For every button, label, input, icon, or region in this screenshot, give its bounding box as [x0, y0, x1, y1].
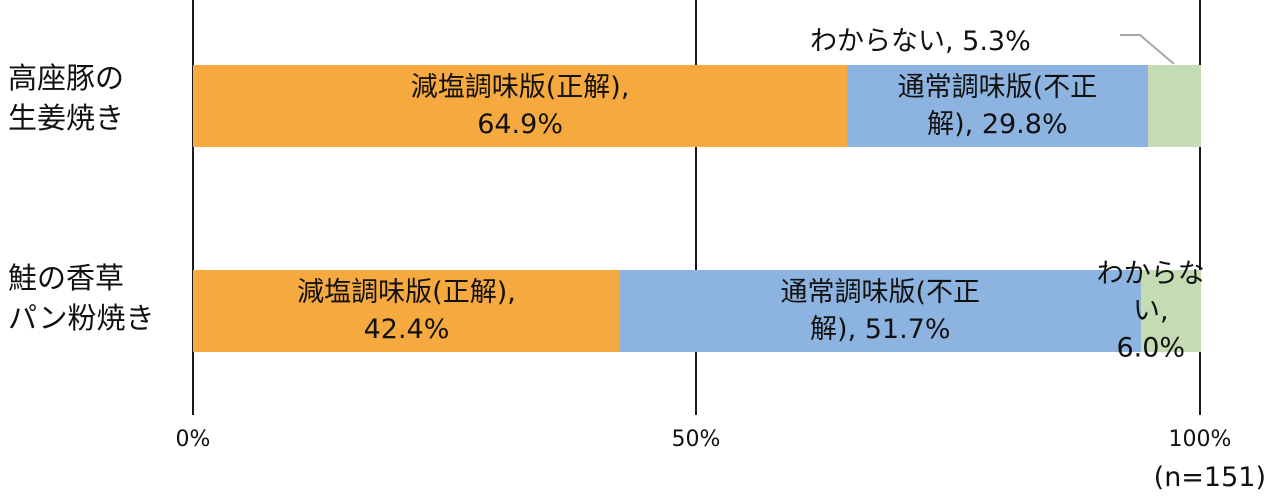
category-label-1: 高座豚の 生姜焼き	[8, 61, 125, 135]
gridline-100	[1199, 0, 1201, 415]
bar-segment-incorrect: 通常調味版(不正 解), 51.7%	[619, 270, 1141, 352]
data-label: 通常調味版(不正 解), 51.7%	[780, 277, 981, 345]
category-label-2: 鮭の香草 パン粉焼き	[8, 261, 155, 335]
x-tick-50: 50%	[671, 427, 721, 452]
gridline-50	[695, 0, 697, 415]
x-tick-0: 0%	[175, 427, 211, 452]
data-label: 減塩調味版(正解), 42.4%	[297, 277, 516, 345]
bar-row-1: 減塩調味版(正解), 64.9% 通常調味版(不正 解), 29.8%	[193, 65, 1201, 147]
sample-size-note: (n=151)	[1153, 462, 1266, 493]
bar-row-2: 減塩調味版(正解), 42.4% 通常調味版(不正 解), 51.7% わからな…	[193, 259, 1205, 364]
x-tick-100: 100%	[1168, 427, 1232, 452]
data-label: 減塩調味版(正解), 64.9%	[410, 72, 630, 140]
bar-segment-unknown	[1147, 65, 1201, 147]
data-label: わからない, 6.0%	[1096, 258, 1205, 364]
gridline-0	[192, 0, 194, 415]
data-label: 通常調味版(不正 解), 29.8%	[897, 72, 1098, 140]
bar-segment-incorrect: 通常調味版(不正 解), 29.8%	[847, 65, 1148, 147]
bar-segment-correct: 減塩調味版(正解), 64.9%	[193, 65, 848, 147]
bar-segment-unknown: わからない, 6.0%	[1097, 259, 1205, 364]
callout-label-unknown-1: わからない, 5.3%	[810, 26, 1031, 57]
bar-segment-correct: 減塩調味版(正解), 42.4%	[193, 270, 620, 352]
